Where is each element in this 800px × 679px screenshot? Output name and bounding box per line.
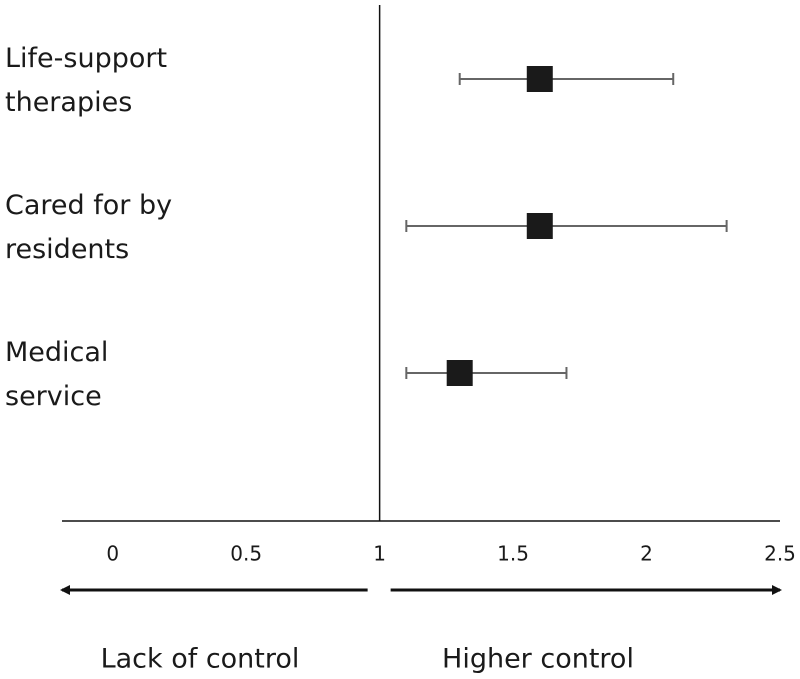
point-estimate (526, 213, 553, 239)
category-label-line: Life-support (5, 43, 167, 74)
category-label-line: service (5, 381, 102, 412)
right-label: Higher control (442, 644, 634, 675)
x-tick-label: 0.5 (230, 542, 262, 566)
point-estimate (526, 66, 553, 92)
x-tick-label: 2.5 (764, 542, 796, 566)
category-label-line: Cared for by (5, 190, 172, 221)
point-estimate (446, 360, 473, 386)
category-label: Life-support therapies (5, 43, 167, 118)
category-label-line: therapies (5, 87, 132, 118)
category-label-line: Medical (5, 337, 108, 368)
category-label: Medical service (5, 337, 108, 412)
x-tick-label: 1.5 (497, 542, 529, 566)
left-label: Lack of control (101, 644, 300, 675)
x-tick-label: 0 (106, 542, 119, 566)
category-label: Cared for by residents (5, 190, 172, 265)
x-tick-label: 2 (640, 542, 653, 566)
category-label-line: residents (5, 234, 129, 265)
x-tick-label: 1 (373, 542, 386, 566)
